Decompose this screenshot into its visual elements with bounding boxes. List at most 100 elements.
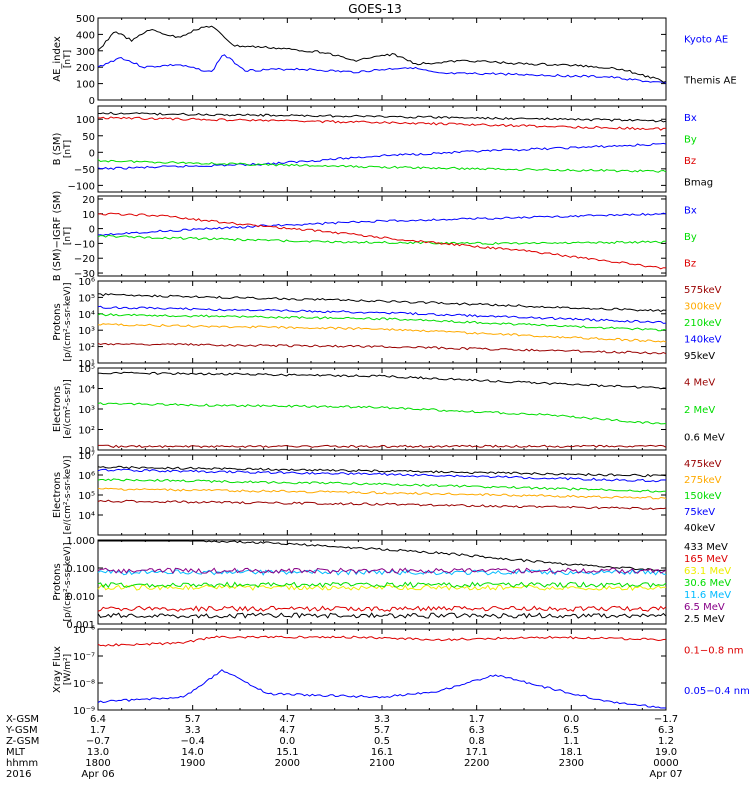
series-line-6-2 xyxy=(97,584,667,591)
x-axis-value-3-3: 16.1 xyxy=(371,747,393,758)
y-tick-label: −20 xyxy=(74,254,95,265)
panel-frame-1 xyxy=(97,105,667,193)
y-axis-unit: [e/(cm²-s-sr)] xyxy=(63,379,73,439)
legend-label-5-3: 75keV xyxy=(684,507,715,518)
x-axis-value-2-0: 4.7 xyxy=(279,714,295,725)
x-axis-value-0-0: 6.4 xyxy=(90,714,106,725)
legend-label-3-3: 140keV xyxy=(684,334,722,345)
y-axis-unit: [nT] xyxy=(63,227,73,245)
y-tick-label: 500 xyxy=(76,14,95,25)
y-tick-label: 20 xyxy=(82,195,95,206)
legend-label-6-5: 6.5 MeV xyxy=(684,602,725,613)
x-axis-value-4-4: 2200 xyxy=(464,758,489,769)
y-tick-label: 10⁴ xyxy=(78,511,95,522)
x-axis-value-5-1: 6.5 xyxy=(563,725,579,736)
y-axis-label: B (SM)−IGRF (SM) xyxy=(52,191,63,282)
series-line-1-1 xyxy=(97,159,667,173)
y-tick-label: 0.100 xyxy=(66,564,95,575)
panel-frame-2 xyxy=(97,195,667,277)
series-line-7-0 xyxy=(97,635,667,647)
series-line-4-1 xyxy=(97,402,667,425)
y-tick-label: 10⁴ xyxy=(78,310,95,321)
series-line-0-1 xyxy=(97,25,667,83)
legend-label-5-0: 475keV xyxy=(684,459,722,470)
y-axis-label: Electrons xyxy=(52,386,63,432)
x-axis-value-1-4: 1900 xyxy=(180,758,205,769)
y-axis-unit: [nT] xyxy=(63,140,73,158)
legend-label-6-4: 11.6 MeV xyxy=(684,590,731,601)
x-axis-value-1-0: 5.7 xyxy=(185,714,201,725)
y-tick-label: 50 xyxy=(82,132,95,143)
y-axis-label: Protons xyxy=(52,303,63,340)
legend-label-5-2: 150keV xyxy=(684,491,722,502)
y-tick-label: 0 xyxy=(89,96,95,107)
x-axis-value-3-1: 5.7 xyxy=(374,725,390,736)
x-axis-value-0-4: 1800 xyxy=(85,758,110,769)
panel-frame-7 xyxy=(97,628,667,711)
legend-label-1-0: Bx xyxy=(684,113,697,124)
y-tick-label: 0 xyxy=(89,148,95,159)
y-axis-unit: [W/m²] xyxy=(63,654,73,685)
series-line-3-0 xyxy=(97,342,667,355)
x-axis-value-5-0: 0.0 xyxy=(563,714,579,725)
y-tick-label: 10⁵ xyxy=(78,364,95,375)
y-tick-label: 10² xyxy=(78,426,95,437)
legend-label-6-0: 433 MeV xyxy=(684,542,728,553)
y-tick-label: 10 xyxy=(82,210,95,221)
x-axis-value-3-2: 0.5 xyxy=(374,736,390,747)
y-tick-label: 10⁶ xyxy=(78,471,95,482)
x-axis-value-6-0: −1.7 xyxy=(654,714,678,725)
legend-label-3-4: 95keV xyxy=(684,351,715,362)
x-axis-value-0-2: −0.7 xyxy=(86,736,110,747)
x-axis-value-4-2: 0.8 xyxy=(469,736,485,747)
y-axis-unit: [p/(cm²-s-sr-keV)] xyxy=(63,543,73,622)
panel-frame-4 xyxy=(97,367,667,451)
series-line-6-6 xyxy=(97,612,667,619)
series-line-5-4 xyxy=(97,465,667,478)
x-axis-value-4-3: 17.1 xyxy=(466,747,488,758)
panel-frame-0 xyxy=(97,17,667,101)
x-axis-value-1-3: 14.0 xyxy=(182,747,204,758)
x-axis-value-3-0: 3.3 xyxy=(374,714,390,725)
series-line-1-0 xyxy=(97,142,667,170)
y-tick-label: 10³ xyxy=(78,326,95,337)
y-tick-label: −10 xyxy=(74,239,95,250)
y-tick-label: 10³ xyxy=(78,405,95,416)
legend-label-6-3: 30.6 MeV xyxy=(684,578,731,589)
series-line-1-2 xyxy=(97,116,667,131)
y-axis-label: AE_index xyxy=(52,36,63,82)
y-tick-label: 200 xyxy=(76,63,95,74)
y-tick-label: 100 xyxy=(76,80,95,91)
series-line-5-3 xyxy=(97,468,667,483)
series-line-3-1 xyxy=(97,323,667,343)
x-axis-value-5-3: 18.1 xyxy=(560,747,582,758)
y-axis-label: Xray Flux xyxy=(52,646,63,693)
legend-label-2-1: By xyxy=(684,232,697,243)
x-axis-value-6-4: 0000 xyxy=(653,758,678,769)
y-tick-label: 0 xyxy=(89,225,95,236)
y-tick-label: −30 xyxy=(74,269,95,280)
legend-label-5-1: 275keV xyxy=(684,475,722,486)
y-axis-label: Electrons xyxy=(52,472,63,518)
series-line-5-0 xyxy=(97,499,667,511)
y-axis-label: Protons xyxy=(52,563,63,600)
y-tick-label: 10⁷ xyxy=(78,451,95,462)
series-line-6-5 xyxy=(97,567,667,575)
legend-label-4-0: 4 MeV xyxy=(684,378,715,389)
legend-label-1-1: By xyxy=(684,134,697,145)
legend-label-5-4: 40keV xyxy=(684,523,715,534)
y-tick-label: 0.001 xyxy=(66,620,95,631)
y-tick-label: 0.010 xyxy=(66,592,95,603)
y-tick-label: −100 xyxy=(68,181,95,192)
x-axis-row-label-0: X-GSM xyxy=(6,714,39,725)
y-axis-unit: [e/(cm²-s-sr-keV)] xyxy=(63,456,73,535)
legend-label-6-6: 2.5 MeV xyxy=(684,614,725,625)
legend-label-4-2: 0.6 MeV xyxy=(684,432,725,443)
legend-label-1-3: Bmag xyxy=(684,177,713,188)
y-axis-label: B (SM) xyxy=(52,132,63,165)
legend-label-4-1: 2 MeV xyxy=(684,405,715,416)
x-axis-value-6-3: 19.0 xyxy=(655,747,677,758)
series-line-6-3 xyxy=(97,581,667,589)
series-line-5-2 xyxy=(97,478,666,493)
